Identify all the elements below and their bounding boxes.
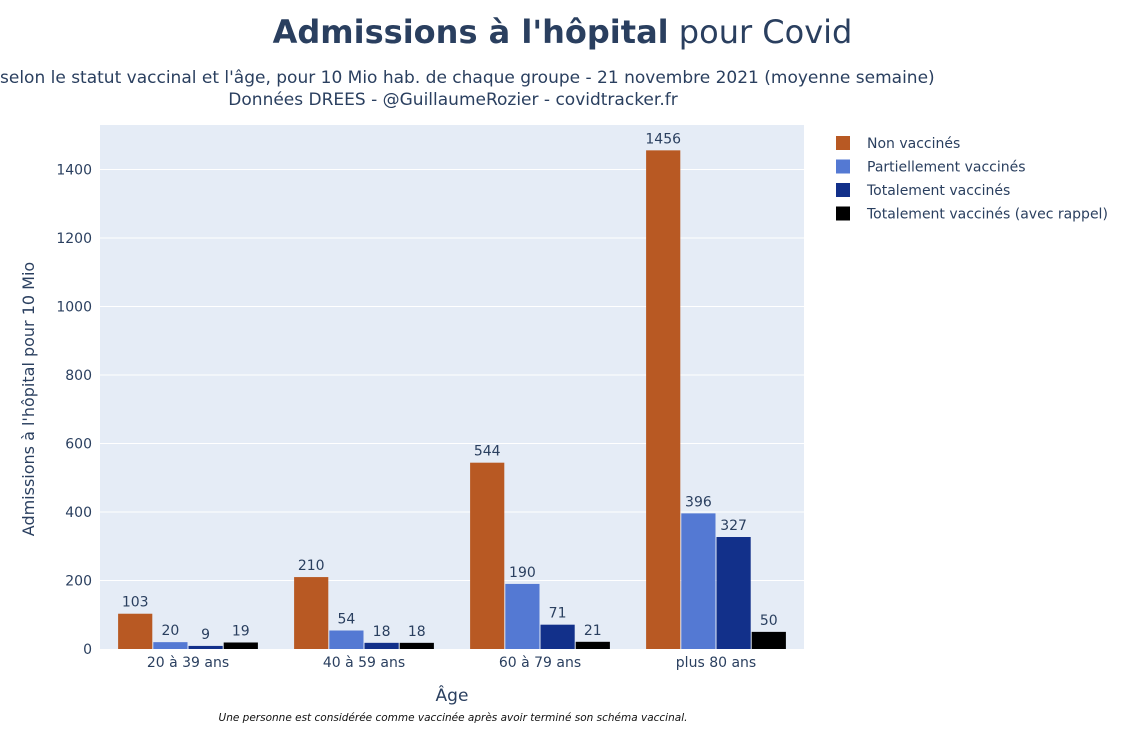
bar[interactable] [364,642,399,649]
bar[interactable] [153,642,188,649]
y-tick-label: 800 [65,368,92,384]
bar-value-label: 9 [201,627,210,643]
bar[interactable] [505,583,540,649]
bar[interactable] [470,462,505,649]
subtitle-line-1: selon le statut vaccinal et l'âge, pour … [0,68,935,88]
bar-value-label: 210 [298,558,325,574]
legend-label[interactable]: Partiellement vaccinés [867,160,1026,176]
y-tick-label: 400 [65,505,92,521]
y-axis-ticks: 0 200 400 600 800 1000 1200 1400 [56,163,92,658]
bar-value-label: 19 [232,623,250,639]
x-tick-label: 20 à 39 ans [147,655,229,671]
legend-label[interactable]: Totalement vaccinés (avec rappel) [866,207,1108,223]
y-tick-label: 1000 [56,300,92,316]
bar-value-label: 50 [760,613,778,629]
bar[interactable] [681,513,716,649]
bar[interactable] [329,630,364,649]
bar-value-label: 544 [474,444,501,460]
legend[interactable]: Non vaccinés Partiellement vaccinés Totale… [836,136,1108,223]
bar-value-label: 20 [161,623,179,639]
legend-swatch[interactable] [836,159,850,174]
chart-title-regular: pour Covid [678,13,853,51]
bar-value-label: 54 [337,612,355,628]
legend-swatch[interactable] [836,183,850,197]
x-axis-title: Âge [436,684,469,706]
bar[interactable] [575,641,610,649]
legend-label[interactable]: Non vaccinés [867,136,960,152]
bar[interactable] [646,150,681,649]
legend-swatch[interactable] [836,206,850,221]
bar-value-label: 18 [408,624,426,640]
x-axis-ticks: 20 à 39 ans 40 à 59 ans 60 à 79 ans plus 80… [147,655,756,671]
bar[interactable] [751,631,786,649]
chart-title-bold: Admissions à l'hôpital [272,13,669,51]
bar-value-label: 18 [373,624,391,640]
bar[interactable] [399,642,434,649]
y-tick-label: 600 [65,437,92,453]
bar-value-label: 396 [685,494,712,510]
x-tick-label: 40 à 59 ans [323,655,405,671]
data-labels: 103 20 9 19 210 54 18 18 544 190 71 21 1456 396 327 50 [122,131,778,643]
subtitle-line-2: Données DREES - @GuillaumeRozier - covid… [228,90,678,110]
bar[interactable] [223,642,258,649]
chart-subtitle: selon le statut vaccinal et l'âge, pour … [0,67,935,111]
y-tick-label: 200 [65,574,92,590]
bar[interactable] [294,577,329,649]
y-tick-label: 0 [83,642,92,658]
bar-value-label: 190 [509,565,536,581]
y-axis-title: Admissions à l'hôpital pour 10 Mio [19,262,38,536]
bar-value-label: 327 [720,518,747,534]
x-tick-label: 60 à 79 ans [499,655,581,671]
y-tick-label: 1200 [56,231,92,247]
chart-title: Admissions à l'hôpital pour Covid [0,12,1125,52]
bar-value-label: 21 [584,623,602,639]
bar-value-label: 1456 [645,131,681,147]
bar[interactable] [188,645,223,649]
bar[interactable] [716,537,751,649]
bar-value-label: 103 [122,595,149,611]
legend-label[interactable]: Totalement vaccinés [866,183,1010,199]
chart-footnote: Une personne est considérée comme vaccin… [218,712,688,724]
bars [118,150,786,649]
y-tick-label: 1400 [56,163,92,179]
bar[interactable] [118,613,153,649]
bar[interactable] [540,624,575,649]
x-tick-label: plus 80 ans [676,655,756,671]
legend-swatch[interactable] [836,136,850,150]
bar-value-label: 71 [549,606,567,622]
